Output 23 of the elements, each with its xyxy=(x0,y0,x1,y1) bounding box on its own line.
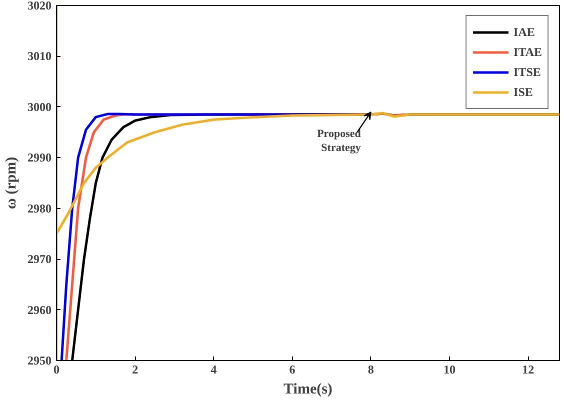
y-tick-label: 2990 xyxy=(28,150,52,165)
y-tick-label: 2960 xyxy=(28,302,52,317)
y-tick-label: 2950 xyxy=(28,354,52,368)
legend-label: ITAE xyxy=(514,44,542,60)
x-tick-label: 4 xyxy=(210,362,217,376)
x-tick-label: 10 xyxy=(443,362,456,376)
x-tick-label: 2 xyxy=(132,362,138,376)
y-tick-label: 3000 xyxy=(28,100,52,114)
x-tick-label: 0 xyxy=(54,362,60,376)
line-series xyxy=(56,6,560,360)
legend-label: ITSE xyxy=(514,64,541,80)
legend-label: ISE xyxy=(514,84,534,100)
legend-label: IAE xyxy=(514,24,535,40)
x-tick-label: 12 xyxy=(522,362,534,376)
y-tick-label: 3020 xyxy=(28,0,52,12)
y-tick-label: 2980 xyxy=(28,201,52,216)
x-tick-label: 6 xyxy=(289,362,296,376)
y-tick-label: 2970 xyxy=(28,252,52,266)
y-axis-title: ω (rpm) xyxy=(4,156,20,210)
x-axis-title: Time(s) xyxy=(284,382,332,398)
y-tick-label: 3010 xyxy=(28,49,52,64)
annotation: Proposed Strategy xyxy=(317,128,362,154)
x-tick-label: 8 xyxy=(368,362,374,376)
